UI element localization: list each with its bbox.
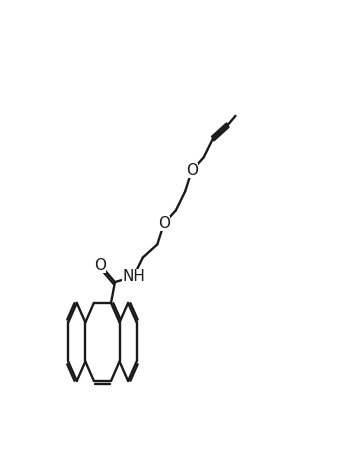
Text: NH: NH <box>122 269 145 284</box>
Text: O: O <box>158 216 170 231</box>
Text: O: O <box>186 163 198 178</box>
Text: O: O <box>94 258 106 273</box>
